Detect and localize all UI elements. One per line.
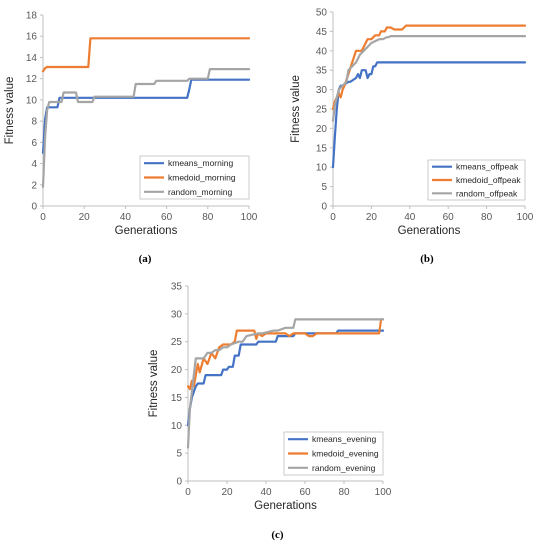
legend: kmeans_offpeak kmedoid_offpeak random_offp…: [427, 159, 526, 201]
panel-caption: (a): [139, 253, 152, 265]
y-tick-label: 10: [171, 421, 183, 432]
y-tick-label: 5: [176, 449, 182, 460]
x-tick-label: 40: [120, 212, 132, 223]
y-tick-label: 0: [31, 202, 37, 213]
legend-label: random_evening: [312, 463, 376, 473]
y-tick-label: 0: [321, 202, 327, 213]
x-tick-label: 20: [79, 212, 91, 223]
x-tick-label: 0: [330, 212, 336, 223]
x-tick-label: 100: [375, 487, 392, 498]
x-axis-label: Generations: [398, 225, 461, 237]
y-tick-label: 15: [171, 393, 183, 404]
x-tick-label: 80: [481, 212, 493, 223]
chart-b: 0 5 10 15 20 25 30 35 40 45 50 0 20 40 60 80 100 Generati…: [290, 8, 534, 266]
series-line-random_evening: [186, 318, 385, 449]
panel-caption: (c): [271, 529, 284, 541]
series-line-random_offpeak: [331, 34, 527, 122]
y-tick-label: 2: [31, 180, 37, 191]
legend: kmeans_morning kmedoid_morning random_morn…: [139, 155, 250, 200]
x-tick-label: 100: [517, 212, 534, 223]
y-tick-label: 20: [171, 365, 183, 376]
x-tick-label: 80: [338, 487, 350, 498]
y-tick-label: 40: [316, 46, 328, 57]
x-tick-label: 0: [40, 212, 46, 223]
series-line-kmedoid_morning: [41, 37, 251, 73]
y-tick-label: 20: [316, 124, 328, 135]
series-line-kmedoid_evening: [186, 318, 385, 391]
chart-c: 0 5 10 15 20 25 30 35 0 20 40 60 80 100 Generations Fit…: [148, 282, 392, 542]
x-tick-label: 20: [366, 212, 378, 223]
y-tick-label: 45: [316, 27, 328, 38]
x-tick-label: 40: [404, 212, 416, 223]
legend-label: kmeans_evening: [312, 434, 377, 444]
legend-label: kmedoid_evening: [312, 449, 379, 459]
y-tick-label: 8: [31, 117, 37, 128]
y-axis-label: Fitness value: [290, 75, 302, 143]
legend-label: random_offpeak: [456, 188, 518, 198]
x-axis-label: Generations: [115, 225, 178, 237]
legend-label: kmedoid_morning: [168, 173, 236, 183]
y-axis-label: Fitness value: [148, 350, 160, 418]
x-tick-label: 60: [161, 212, 173, 223]
x-tick-label: 40: [260, 487, 272, 498]
legend-label: kmeans_morning: [168, 158, 233, 168]
y-tick-label: 4: [31, 159, 37, 170]
y-tick-label: 10: [26, 95, 38, 106]
x-tick-label: 0: [185, 487, 191, 498]
series-line-kmedoid_offpeak: [331, 24, 527, 111]
y-tick-label: 35: [171, 282, 183, 293]
y-tick-label: 30: [316, 85, 328, 96]
legend-label: kmeans_offpeak: [456, 162, 519, 172]
y-tick-label: 5: [321, 182, 327, 193]
y-tick-label: 18: [26, 11, 38, 22]
y-tick-label: 25: [316, 105, 328, 116]
x-tick-label: 60: [443, 212, 455, 223]
y-tick-label: 14: [26, 53, 38, 64]
y-tick-label: 0: [176, 477, 182, 488]
y-tick-label: 10: [316, 163, 328, 174]
series-line-kmeans_evening: [186, 329, 385, 427]
y-tick-label: 35: [316, 66, 328, 77]
x-tick-label: 80: [202, 212, 214, 223]
panel-caption: (b): [420, 253, 434, 265]
y-axis-label: Fitness value: [4, 77, 16, 145]
series-line-random_morning: [41, 67, 251, 188]
y-tick-label: 25: [171, 337, 183, 348]
x-axis-label: Generations: [254, 500, 317, 512]
legend-label: kmedoid_offpeak: [456, 175, 521, 185]
legend-label: random_morning: [168, 187, 233, 197]
x-tick-label: 60: [299, 487, 311, 498]
y-tick-label: 6: [31, 138, 37, 149]
series-line-kmeans_morning: [41, 78, 251, 154]
x-tick-label: 100: [241, 212, 258, 223]
y-tick-label: 15: [316, 143, 328, 154]
chart-a: 0 2 4 6 8 10 12 14 16 18 0 20 40 60 80 100 Generations Fi…: [4, 11, 258, 266]
y-tick-label: 16: [26, 32, 38, 43]
y-tick-label: 12: [26, 74, 38, 85]
y-tick-label: 30: [171, 309, 183, 320]
y-tick-label: 50: [316, 8, 328, 19]
legend: kmeans_evening kmedoid_evening random_even…: [283, 431, 384, 476]
x-tick-label: 20: [221, 487, 233, 498]
series-line-kmeans_offpeak: [331, 61, 527, 169]
